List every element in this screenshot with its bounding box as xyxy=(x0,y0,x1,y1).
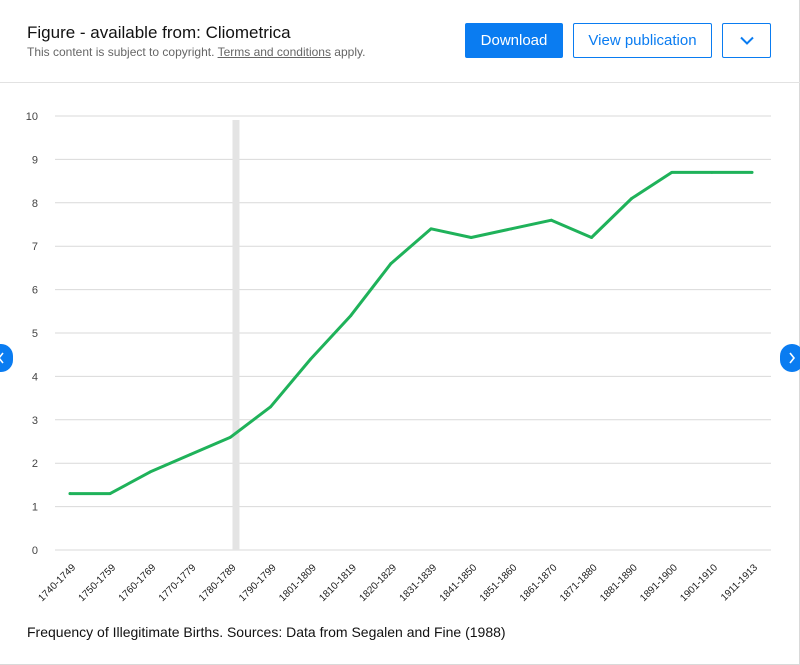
terms-link[interactable]: Terms and conditions xyxy=(217,45,331,59)
x-tick-label: 1881-1890 xyxy=(598,562,640,604)
series-line xyxy=(68,170,754,496)
data-point xyxy=(429,227,433,231)
data-point xyxy=(710,171,714,174)
y-tick-label: 6 xyxy=(32,285,38,297)
data-point xyxy=(550,218,553,222)
data-point xyxy=(469,236,473,239)
x-tick-label: 1810-1819 xyxy=(317,562,359,604)
data-point xyxy=(68,492,72,495)
x-tick-label: 1780-1789 xyxy=(197,562,239,604)
data-point xyxy=(309,357,313,361)
y-tick-label: 3 xyxy=(32,415,38,427)
data-point xyxy=(630,197,634,200)
y-tick-label: 7 xyxy=(32,241,38,253)
data-point xyxy=(188,453,192,456)
download-button[interactable]: Download xyxy=(465,23,563,58)
x-tick-label: 1871-1880 xyxy=(558,562,600,604)
more-options-button[interactable] xyxy=(722,23,771,58)
data-point xyxy=(269,405,272,409)
line-chart: 0123456789101740-17491750-17591760-17691… xyxy=(26,111,771,604)
data-point xyxy=(509,227,513,231)
x-tick-label: 1891-1900 xyxy=(638,562,680,604)
x-tick-label: 1851-1860 xyxy=(478,562,520,604)
x-tick-label: 1750-1759 xyxy=(77,562,119,604)
view-publication-button[interactable]: View publication xyxy=(573,23,712,58)
hover-marker xyxy=(232,120,240,550)
x-tick-label: 1831-1839 xyxy=(398,562,440,604)
x-tick-label: 1861-1870 xyxy=(518,562,560,604)
x-tick-label: 1801-1809 xyxy=(277,562,319,604)
x-tick-label: 1841-1850 xyxy=(438,562,480,604)
chevron-down-icon xyxy=(739,36,754,45)
copyright-notice: This content is subject to copyright. Te… xyxy=(27,45,365,59)
x-tick-label: 1790-1799 xyxy=(237,562,279,604)
y-tick-label: 4 xyxy=(32,371,38,383)
data-point xyxy=(670,171,674,174)
x-tick-label: 1770-1779 xyxy=(157,562,199,604)
data-point xyxy=(349,314,353,318)
data-point xyxy=(590,236,593,239)
data-point xyxy=(108,492,112,495)
data-point xyxy=(389,262,393,265)
chevron-right-icon xyxy=(789,352,796,364)
x-tick-label: 1760-1769 xyxy=(117,562,159,604)
x-tick-label: 1820-1829 xyxy=(357,562,399,604)
x-tick-label: 1911-1913 xyxy=(719,562,760,603)
copyright-text: This content is subject to copyright. xyxy=(27,45,215,59)
apply-text: apply. xyxy=(334,45,366,59)
y-tick-label: 9 xyxy=(32,154,38,166)
y-tick-label: 2 xyxy=(32,458,38,470)
data-point xyxy=(229,435,232,439)
figure-header: Figure - available from: Cliometrica Thi… xyxy=(0,0,800,83)
figure-title: Figure - available from: Cliometrica xyxy=(27,23,291,42)
figure-caption: Frequency of Illegitimate Births. Source… xyxy=(27,624,506,640)
y-tick-label: 1 xyxy=(32,502,38,514)
next-figure-button[interactable] xyxy=(780,344,800,372)
y-tick-label: 5 xyxy=(32,328,38,340)
data-point xyxy=(148,470,152,474)
y-tick-label: 8 xyxy=(32,198,38,210)
previous-figure-button[interactable] xyxy=(0,344,13,372)
y-tick-label: 0 xyxy=(32,545,38,557)
chevron-left-icon xyxy=(0,352,4,364)
y-tick-label: 10 xyxy=(26,111,38,123)
data-point xyxy=(750,171,754,174)
x-tick-label: 1740-1749 xyxy=(37,562,79,604)
x-tick-label: 1901-1910 xyxy=(678,562,720,604)
